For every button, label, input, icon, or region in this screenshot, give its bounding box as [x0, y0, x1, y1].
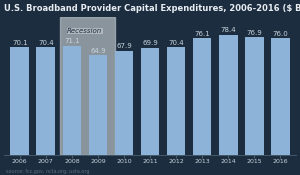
Text: 70.4: 70.4: [168, 40, 184, 46]
Text: 78.4: 78.4: [220, 27, 236, 33]
Text: 70.1: 70.1: [12, 40, 28, 46]
Bar: [88, 55, 107, 155]
Text: source: fcc.gov, ncta.org, usta.org: source: fcc.gov, ncta.org, usta.org: [6, 169, 89, 174]
Text: 64.9: 64.9: [90, 48, 106, 54]
Bar: [219, 34, 238, 155]
Text: Recession: Recession: [67, 28, 103, 34]
Bar: [115, 51, 133, 155]
Bar: [62, 46, 81, 155]
Bar: [11, 47, 29, 155]
Bar: [37, 47, 55, 155]
Bar: [167, 47, 185, 155]
Text: 67.9: 67.9: [116, 43, 132, 49]
Text: 69.9: 69.9: [142, 40, 158, 46]
Bar: [60, 17, 115, 155]
Text: 70.4: 70.4: [38, 40, 54, 46]
Bar: [193, 38, 211, 155]
Text: 76.9: 76.9: [246, 30, 262, 36]
Text: U.S. Broadband Provider Capital Expenditures, 2006-2016 ($ Billions): U.S. Broadband Provider Capital Expendit…: [4, 4, 300, 13]
Bar: [271, 38, 290, 155]
Bar: [141, 48, 159, 155]
Text: 71.1: 71.1: [64, 38, 80, 44]
Bar: [245, 37, 263, 155]
Text: 76.0: 76.0: [272, 31, 288, 37]
Text: 76.1: 76.1: [194, 31, 210, 37]
